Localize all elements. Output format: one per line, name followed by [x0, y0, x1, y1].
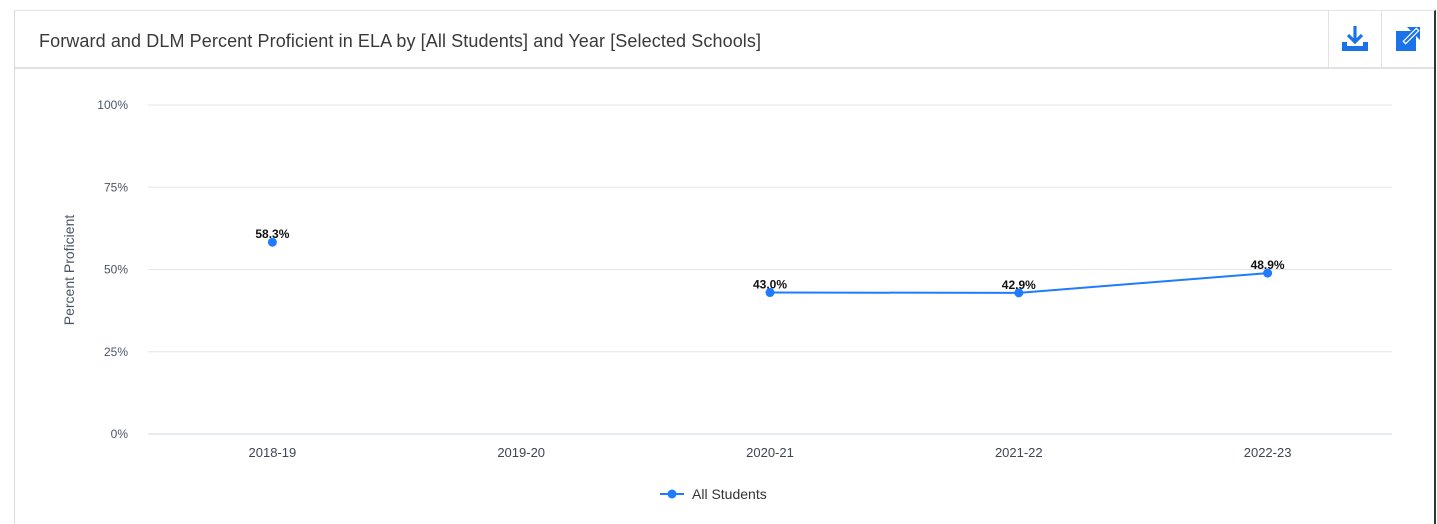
- x-tick-label: 2019-20: [497, 445, 545, 460]
- series-lines: [769, 272, 1268, 294]
- expand-button[interactable]: [1381, 11, 1434, 67]
- data-label: 42.9%: [1002, 278, 1036, 292]
- y-tick-label: 50%: [104, 263, 128, 277]
- chart-actions: [1328, 11, 1434, 67]
- chart-panel: Forward and DLM Percent Proficient in EL…: [14, 10, 1436, 524]
- y-tick-label: 0%: [111, 427, 129, 441]
- data-label: 43.0%: [753, 278, 787, 292]
- legend[interactable]: All Students: [660, 486, 767, 502]
- data-point[interactable]: [765, 288, 775, 298]
- download-icon: [1342, 26, 1368, 51]
- data-point[interactable]: [1014, 288, 1024, 298]
- y-axis-ticks: 0% 25% 50% 75% 100%: [97, 98, 128, 441]
- x-tick-label: 2021-22: [995, 445, 1043, 460]
- external-link-icon: [1396, 27, 1420, 51]
- x-axis-ticks: 2018-19 2019-20 2020-21 2021-22 2022-23: [249, 445, 1292, 460]
- y-axis-label: Percent Proficient: [61, 215, 77, 326]
- legend-label: All Students: [692, 486, 767, 502]
- y-tick-label: 25%: [104, 345, 128, 359]
- data-label: 58.3%: [255, 227, 289, 241]
- data-label: 48.9%: [1251, 258, 1285, 272]
- legend-marker: [667, 489, 677, 499]
- data-labels: 58.3% 43.0% 42.9% 48.9%: [255, 227, 1285, 292]
- chart-title: Forward and DLM Percent Proficient in EL…: [39, 31, 762, 51]
- series-line-segment: [1018, 272, 1268, 294]
- y-tick-label: 100%: [97, 98, 128, 112]
- x-tick-label: 2020-21: [746, 445, 794, 460]
- gridlines: [148, 104, 1392, 435]
- chart-header: Forward and DLM Percent Proficient in EL…: [15, 11, 1434, 69]
- series-points: [267, 237, 1273, 298]
- y-tick-label: 75%: [104, 180, 128, 194]
- download-button[interactable]: [1328, 11, 1381, 67]
- x-tick-label: 2018-19: [249, 445, 297, 460]
- data-point[interactable]: [267, 237, 277, 247]
- data-point[interactable]: [1263, 268, 1273, 278]
- x-tick-label: 2022-23: [1244, 445, 1292, 460]
